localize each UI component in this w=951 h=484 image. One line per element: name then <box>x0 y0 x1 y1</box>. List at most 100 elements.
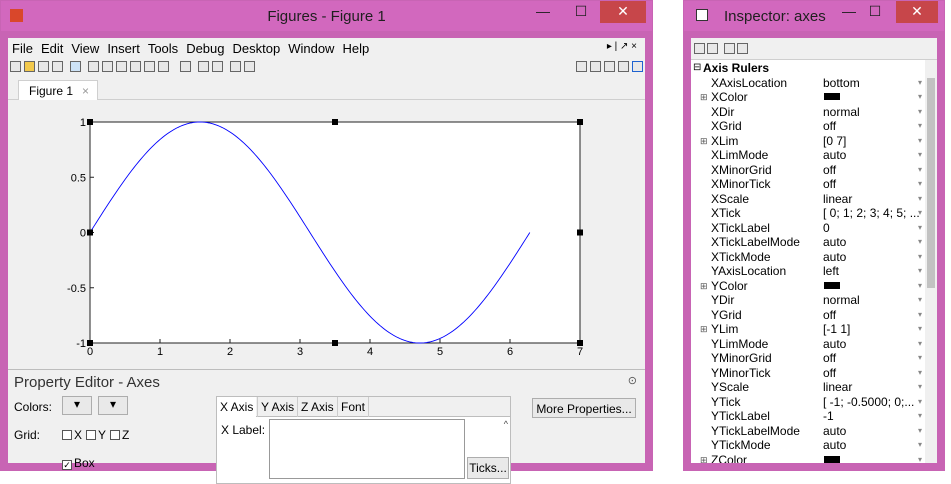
minimize-button[interactable]: — <box>536 3 550 19</box>
menu-window[interactable]: Window <box>288 41 335 56</box>
box-checkbox[interactable]: ✓ Box <box>62 456 95 470</box>
dropdown-icon[interactable]: ▾ <box>917 324 922 333</box>
tile-columns-icon[interactable] <box>590 61 601 72</box>
grid-z-checkbox[interactable]: Z <box>110 428 129 442</box>
property-row[interactable]: XTick [ 0; 1; 2; 3; 4; 5; ... ▾ <box>691 206 925 221</box>
sort-alpha-icon[interactable] <box>707 43 718 54</box>
dropdown-icon[interactable]: ▾ <box>917 164 922 174</box>
property-value[interactable]: linear <box>823 191 853 206</box>
axes-plot[interactable]: 0 1 2 3 4 5 6 7 1 0.5 0 -0.5 -1 <box>8 101 647 369</box>
property-value[interactable]: off <box>823 365 837 380</box>
tab-font[interactable]: Font <box>337 397 370 417</box>
collapse-all-icon[interactable] <box>737 43 748 54</box>
print-icon[interactable] <box>52 61 63 72</box>
dropdown-icon[interactable]: ▾ <box>917 454 922 464</box>
dropdown-icon[interactable]: ▾ <box>917 106 922 116</box>
property-row[interactable]: YScale linear ▾ <box>691 380 925 395</box>
maximize-doc-icon[interactable] <box>632 61 643 72</box>
rotate-icon[interactable] <box>130 61 141 72</box>
property-row[interactable]: YTick [ -1; -0.5000; 0;... ▾ <box>691 395 925 410</box>
property-value[interactable]: off <box>823 307 837 322</box>
zoom-in-icon[interactable] <box>88 61 99 72</box>
property-row[interactable]: XTickLabel 0 ▾ <box>691 221 925 236</box>
more-properties-button[interactable]: More Properties... <box>532 398 636 418</box>
dropdown-icon[interactable]: ▾ <box>917 367 922 377</box>
property-value[interactable]: auto <box>823 249 847 264</box>
grid-x-checkbox[interactable]: X <box>62 428 82 442</box>
property-value[interactable]: [ 0; 1; 2; 3; 4; 5; ... <box>823 206 920 220</box>
property-row[interactable]: YTickLabelMode auto ▾ <box>691 424 925 439</box>
categorize-icon[interactable] <box>694 43 705 54</box>
select-arrow-icon[interactable] <box>70 61 81 72</box>
link-icon[interactable] <box>180 61 191 72</box>
property-row[interactable]: ⊞ XLim [0 7] ▾ <box>691 134 925 149</box>
dropdown-icon[interactable]: ▾ <box>917 237 922 246</box>
color-swatch[interactable] <box>824 281 840 289</box>
expand-all-icon[interactable] <box>724 43 735 54</box>
dropdown-icon[interactable]: ▾ <box>917 382 922 391</box>
dropdown-icon[interactable]: ▾ <box>917 353 922 362</box>
property-row[interactable]: XLimMode auto ▾ <box>691 148 925 163</box>
selection-handle[interactable] <box>87 229 93 236</box>
property-row[interactable]: ⊞ YColor ▾ <box>691 279 925 294</box>
dropdown-icon[interactable]: ▾ <box>917 425 922 435</box>
dropdown-icon[interactable]: ▾ <box>917 150 922 159</box>
close-tab-icon[interactable]: × <box>81 84 89 98</box>
menu-edit[interactable]: Edit <box>40 41 64 56</box>
property-value[interactable]: auto <box>823 423 847 438</box>
colorbar-icon[interactable] <box>198 61 209 72</box>
expand-icon[interactable]: ⊞ <box>700 454 708 464</box>
property-value[interactable]: left <box>823 264 840 278</box>
expand-icon[interactable]: ⊞ <box>700 324 708 334</box>
menu-desktop[interactable]: Desktop <box>232 41 281 56</box>
property-row[interactable]: XAxisLocation bottom ▾ <box>691 76 925 91</box>
property-value[interactable]: [ -1; -0.5000; 0;... <box>823 394 915 409</box>
dropdown-icon[interactable]: ▾ <box>917 193 922 203</box>
edge-color-button[interactable]: ▾ <box>98 396 128 415</box>
dropdown-icon[interactable]: ▾ <box>917 280 922 290</box>
inspector-maximize-button[interactable]: ☐ <box>868 3 882 19</box>
menu-debug[interactable]: Debug <box>186 41 225 56</box>
brush-icon[interactable] <box>158 61 169 72</box>
section-header[interactable]: ⊟ Axis Rulers <box>691 61 925 76</box>
hide-tools-icon[interactable] <box>230 61 241 72</box>
save-icon[interactable] <box>38 61 49 72</box>
property-row[interactable]: XTickMode auto ▾ <box>691 250 925 265</box>
property-row[interactable]: YMinorTick off ▾ <box>691 366 925 381</box>
property-value[interactable]: bottom <box>823 75 860 90</box>
x-label-input[interactable] <box>269 419 465 479</box>
color-swatch[interactable] <box>824 93 840 100</box>
property-value[interactable]: off <box>823 351 837 365</box>
dropdown-icon[interactable]: ▾ <box>917 222 922 232</box>
property-row[interactable]: YTickLabel -1 ▾ <box>691 409 925 424</box>
property-value[interactable]: off <box>823 162 837 177</box>
menu-view[interactable]: View <box>71 41 100 56</box>
expand-icon[interactable]: ⊞ <box>700 92 708 102</box>
open-icon[interactable] <box>24 61 35 72</box>
dropdown-icon[interactable]: ▾ <box>917 396 922 406</box>
color-swatch[interactable] <box>824 455 840 463</box>
property-value[interactable]: -1 <box>823 409 834 423</box>
show-tools-icon[interactable] <box>244 61 255 72</box>
dropdown-icon[interactable]: ▾ <box>917 179 922 188</box>
dropdown-icon[interactable]: ▾ <box>917 440 922 449</box>
new-icon[interactable] <box>10 61 21 72</box>
selection-handle[interactable] <box>577 119 583 125</box>
property-row[interactable]: XDir normal ▾ <box>691 105 925 120</box>
collapse-icon[interactable]: ⊙ <box>627 375 637 387</box>
property-row[interactable]: XScale linear ▾ <box>691 192 925 207</box>
dropdown-icon[interactable]: ▾ <box>917 411 922 420</box>
selection-handle[interactable] <box>332 119 338 125</box>
property-row[interactable]: XTickLabelMode auto ▾ <box>691 235 925 250</box>
property-row[interactable]: XMinorGrid off ▾ <box>691 163 925 178</box>
property-row[interactable]: YLimMode auto ▾ <box>691 337 925 352</box>
face-color-button[interactable]: ▾ <box>62 396 92 415</box>
property-row[interactable]: YAxisLocation left ▾ <box>691 264 925 279</box>
dropdown-icon[interactable]: ▾ <box>917 208 922 217</box>
selection-handle[interactable] <box>577 229 583 236</box>
tile-rows-icon[interactable] <box>604 61 615 72</box>
tab-y-axis[interactable]: Y Axis <box>257 397 297 417</box>
float-icon[interactable] <box>618 61 629 72</box>
expand-icon[interactable]: ⊞ <box>700 135 708 146</box>
dropdown-icon[interactable]: ▾ <box>917 309 922 319</box>
